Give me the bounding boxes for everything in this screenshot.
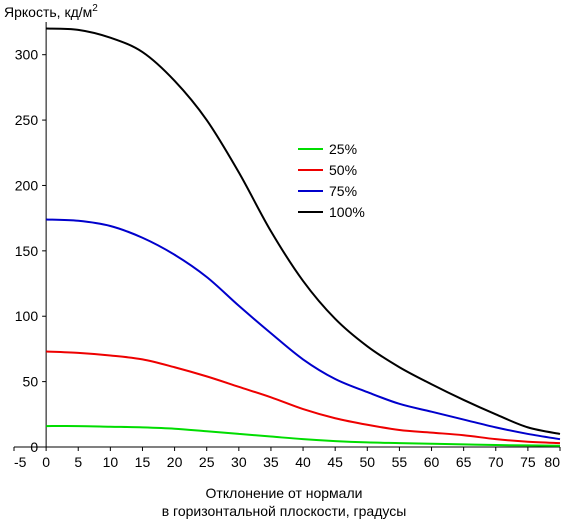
y-axis-title-superscript: 2: [92, 3, 98, 14]
legend-label: 50%: [329, 162, 357, 178]
x-axis-title-line1: Отклонение от нормали: [206, 485, 363, 501]
series-line-75pct: [46, 218, 561, 441]
x-tick-label: 10: [103, 454, 119, 470]
x-tick-label: 20: [167, 454, 183, 470]
y-tick-label: 50: [23, 374, 39, 390]
x-axis-title-line2: в горизонтальной плоскости, градусы: [162, 503, 407, 519]
y-tick-label: 150: [15, 243, 39, 259]
x-tick-label: 65: [456, 454, 472, 470]
series-line-25pct: [46, 425, 561, 447]
x-tick-label: 35: [263, 454, 279, 470]
x-tick-label: 45: [327, 454, 343, 470]
legend-label: 100%: [329, 204, 365, 220]
y-tick-label: 250: [15, 112, 39, 128]
x-tick-label: 55: [392, 454, 408, 470]
y-axis-title: Яркость, кд/м2: [4, 3, 98, 20]
x-tick-label: 25: [199, 454, 215, 470]
x-tick-label: 80: [544, 454, 560, 470]
legend-label: 75%: [329, 183, 357, 199]
y-axis-title-text: Яркость, кд/м: [4, 4, 92, 20]
x-tick-label: 75: [520, 454, 536, 470]
series-line-100pct: [46, 27, 561, 435]
x-tick-label: 40: [295, 454, 311, 470]
x-tick-label: 70: [488, 454, 504, 470]
series-line-50pct: [46, 350, 561, 445]
legend-label: 25%: [329, 141, 357, 157]
y-tick-label: 300: [15, 47, 39, 63]
axes: [14, 22, 560, 448]
y-tick-label: 0: [30, 439, 38, 455]
y-ticks: 0 50 100 150 200 250 300: [15, 47, 47, 455]
x-tick-label: 30: [231, 454, 247, 470]
y-tick-label: 100: [15, 308, 39, 324]
x-tick-label: 50: [360, 454, 376, 470]
y-tick-label: 200: [15, 177, 39, 193]
x-ticks: -5 0 5 10 15 20 25 30 35 40 45 50 55 60 65 70 75 80: [13, 447, 561, 470]
x-tick-label: 15: [135, 454, 151, 470]
x-tick-label: 0: [42, 454, 50, 470]
x-tick-label: 5: [74, 454, 82, 470]
series-group: [46, 27, 561, 447]
x-tick-label: 60: [424, 454, 440, 470]
x-tick-label: -5: [14, 454, 27, 470]
legend: 25% 50% 75% 100%: [298, 141, 365, 220]
